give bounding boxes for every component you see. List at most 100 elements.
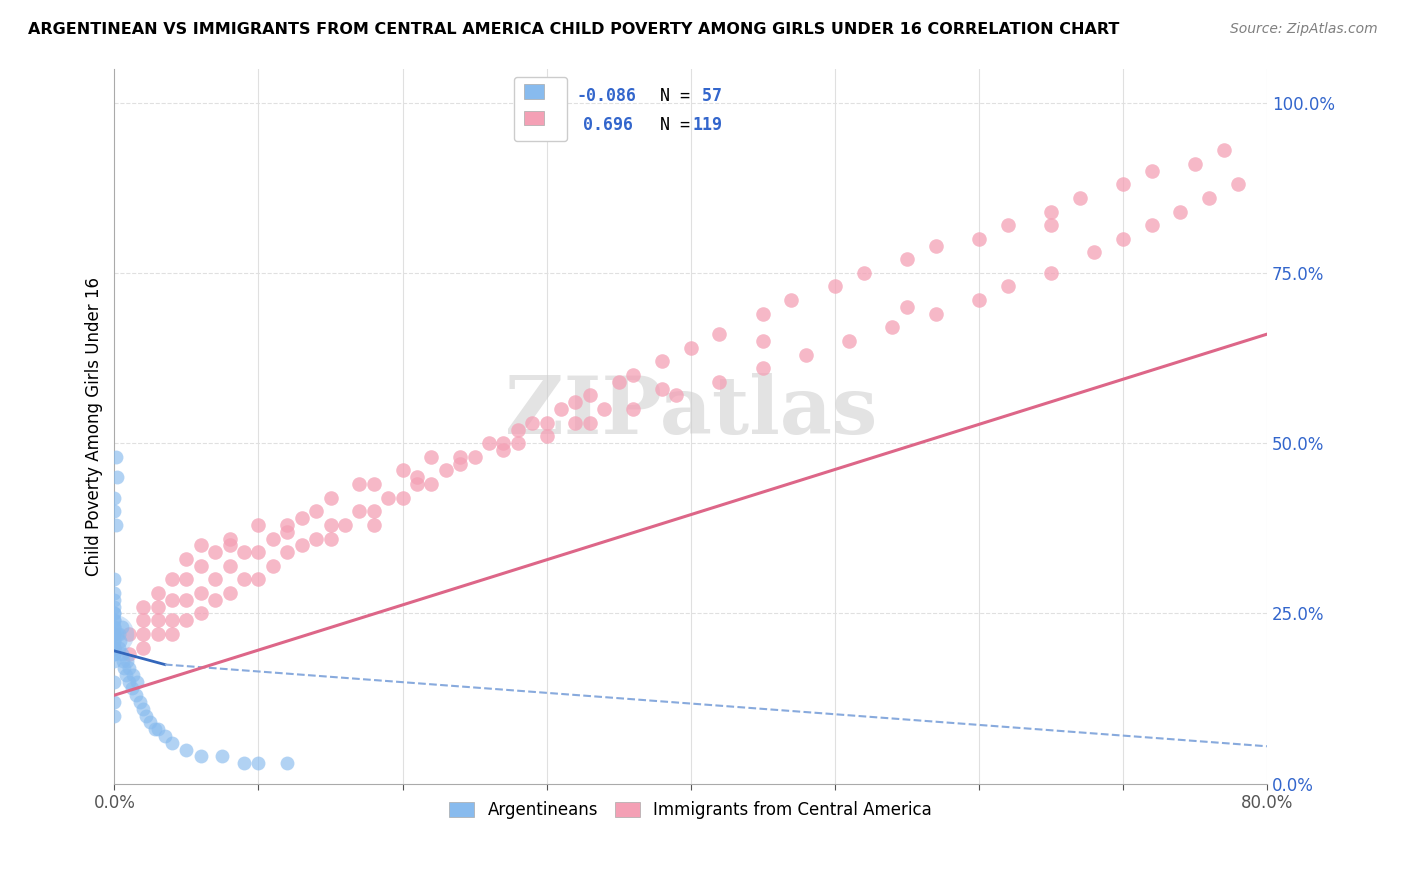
Text: ARGENTINEAN VS IMMIGRANTS FROM CENTRAL AMERICA CHILD POVERTY AMONG GIRLS UNDER 1: ARGENTINEAN VS IMMIGRANTS FROM CENTRAL A… — [28, 22, 1119, 37]
Point — [1039, 266, 1062, 280]
Point — [132, 613, 155, 627]
Point — [233, 545, 256, 559]
Point — [349, 477, 371, 491]
Point — [550, 402, 572, 417]
Point — [564, 395, 586, 409]
Point — [127, 674, 149, 689]
Point — [924, 307, 946, 321]
Point — [103, 627, 125, 641]
Point — [363, 477, 385, 491]
Point — [896, 300, 918, 314]
Point — [190, 558, 212, 573]
Point — [103, 491, 125, 505]
Point — [176, 552, 198, 566]
Point — [176, 592, 198, 607]
Text: R =: R = — [524, 87, 565, 105]
Point — [363, 504, 385, 518]
Text: N =: N = — [640, 117, 700, 135]
Point — [129, 695, 152, 709]
Point — [578, 388, 600, 402]
Point — [103, 640, 125, 655]
Point — [391, 491, 413, 505]
Point — [651, 354, 673, 368]
Point — [319, 491, 342, 505]
Text: N =: N = — [640, 87, 700, 105]
Point — [233, 573, 256, 587]
Point — [997, 218, 1019, 232]
Point — [146, 599, 169, 614]
Point — [211, 749, 233, 764]
Point — [218, 586, 240, 600]
Point — [997, 279, 1019, 293]
Point — [118, 627, 141, 641]
Point — [1083, 245, 1105, 260]
Point — [135, 708, 157, 723]
Point — [449, 457, 471, 471]
Point — [103, 620, 125, 634]
Point — [536, 429, 558, 443]
Point — [190, 538, 212, 552]
Point — [434, 463, 457, 477]
Point — [564, 416, 586, 430]
Point — [838, 334, 860, 348]
Text: R =: R = — [524, 117, 575, 135]
Point — [132, 640, 155, 655]
Point — [132, 627, 155, 641]
Point — [104, 517, 127, 532]
Point — [406, 477, 429, 491]
Point — [665, 388, 688, 402]
Point — [143, 723, 166, 737]
Point — [103, 613, 125, 627]
Point — [103, 695, 125, 709]
Point — [132, 599, 155, 614]
Point — [103, 620, 125, 634]
Point — [449, 450, 471, 464]
Point — [107, 627, 129, 641]
Point — [204, 592, 226, 607]
Text: 119: 119 — [692, 117, 723, 135]
Point — [247, 545, 270, 559]
Point — [103, 613, 125, 627]
Point — [751, 307, 773, 321]
Point — [146, 627, 169, 641]
Point — [1039, 218, 1062, 232]
Point — [103, 674, 125, 689]
Point — [1140, 218, 1163, 232]
Point — [333, 517, 356, 532]
Point — [262, 558, 284, 573]
Point — [103, 708, 125, 723]
Point — [621, 402, 644, 417]
Point — [103, 573, 125, 587]
Point — [160, 627, 183, 641]
Text: 0.696: 0.696 — [582, 117, 633, 135]
Legend: Argentineans, Immigrants from Central America: Argentineans, Immigrants from Central Am… — [443, 794, 939, 825]
Point — [121, 681, 143, 696]
Point — [1140, 163, 1163, 178]
Text: ZIPatlas: ZIPatlas — [505, 373, 877, 450]
Point — [146, 613, 169, 627]
Point — [160, 573, 183, 587]
Point — [105, 470, 128, 484]
Point — [233, 756, 256, 771]
Point — [118, 648, 141, 662]
Point — [176, 573, 198, 587]
Point — [190, 586, 212, 600]
Point — [103, 648, 125, 662]
Point — [709, 375, 731, 389]
Point — [110, 648, 132, 662]
Point — [651, 382, 673, 396]
Point — [967, 232, 990, 246]
Point — [305, 504, 328, 518]
Point — [103, 627, 125, 641]
Point — [176, 742, 198, 756]
Point — [1198, 191, 1220, 205]
Point — [780, 293, 803, 307]
Point — [103, 633, 125, 648]
Point — [882, 320, 904, 334]
Point — [522, 416, 544, 430]
Point — [593, 402, 616, 417]
Point — [112, 654, 135, 668]
Point — [420, 477, 443, 491]
Point — [751, 334, 773, 348]
Point — [107, 640, 129, 655]
